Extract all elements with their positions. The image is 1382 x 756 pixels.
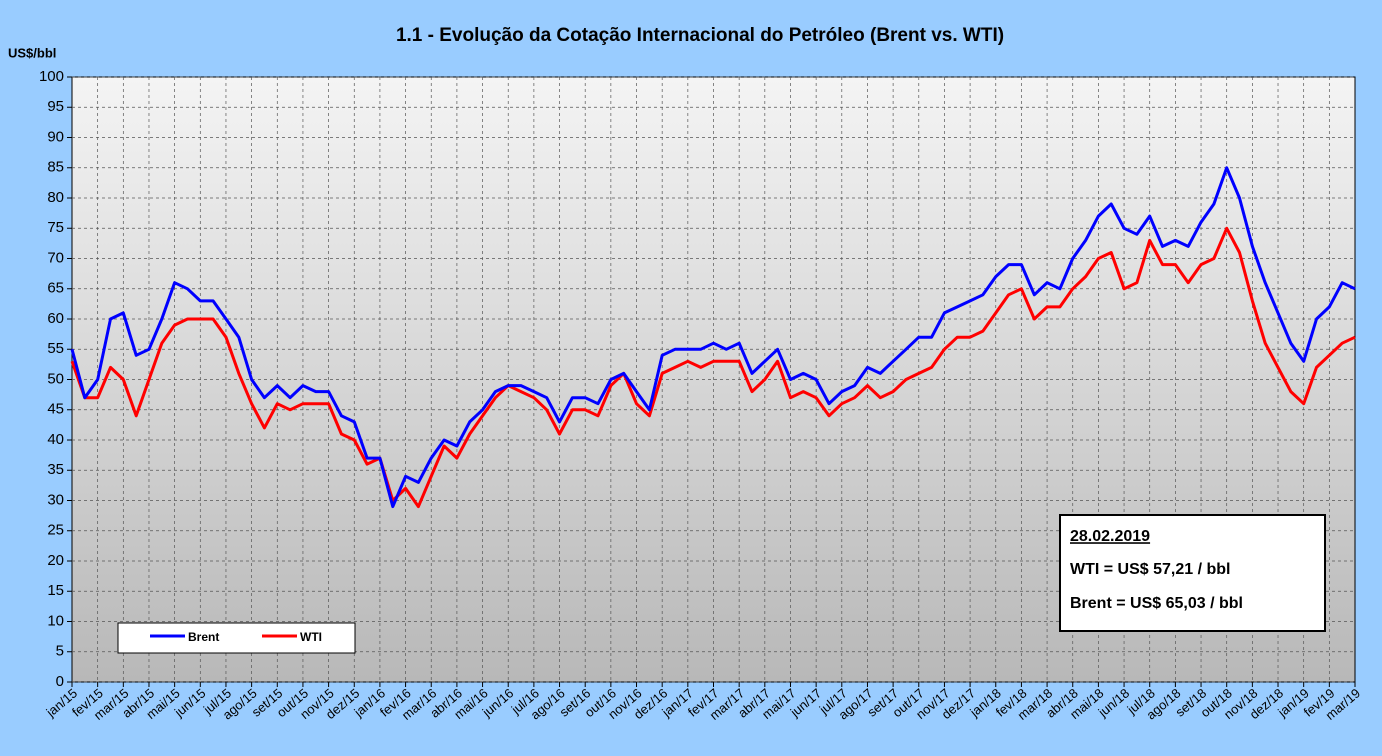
y-tick-label: 20 — [47, 552, 64, 569]
y-tick-label: 80 — [47, 189, 64, 206]
y-tick-label: 85 — [47, 159, 64, 176]
y-tick-label: 30 — [47, 491, 64, 508]
y-tick-label: 75 — [47, 219, 64, 236]
y-tick-label: 35 — [47, 461, 64, 478]
y-tick-label: 50 — [47, 370, 64, 387]
y-tick-label: 100 — [39, 68, 64, 85]
y-tick-label: 70 — [47, 249, 64, 266]
y-tick-label: 60 — [47, 310, 64, 327]
y-tick-label: 5 — [56, 643, 64, 660]
legend-label: WTI — [300, 630, 322, 644]
y-axis-label: US$/bbl — [8, 45, 56, 60]
y-tick-label: 90 — [47, 128, 64, 145]
annotation-box — [1059, 514, 1326, 632]
y-tick-label: 10 — [47, 612, 64, 629]
chart-title: 1.1 - Evolução da Cotação Internacional … — [396, 25, 1004, 46]
annotation-wti: WTI = US$ 57,21 / bbl — [1070, 561, 1231, 578]
y-tick-label: 45 — [47, 401, 64, 418]
y-tick-label: 0 — [56, 673, 64, 690]
annotation-date: 28.02.2019 — [1070, 528, 1150, 545]
y-tick-label: 95 — [47, 98, 64, 115]
y-tick-label: 65 — [47, 280, 64, 297]
annotation-brent: Brent = US$ 65,03 / bbl — [1070, 595, 1243, 612]
lines — [70, 166, 1356, 509]
legend — [117, 622, 356, 654]
y-tick-label: 25 — [47, 522, 64, 539]
y-tick-label: 55 — [47, 340, 64, 357]
series-line — [70, 226, 1356, 509]
y-tick-label: 40 — [47, 431, 64, 448]
legend-label: Brent — [188, 630, 219, 644]
y-tick-label: 15 — [47, 582, 64, 599]
series-line — [70, 166, 1356, 509]
